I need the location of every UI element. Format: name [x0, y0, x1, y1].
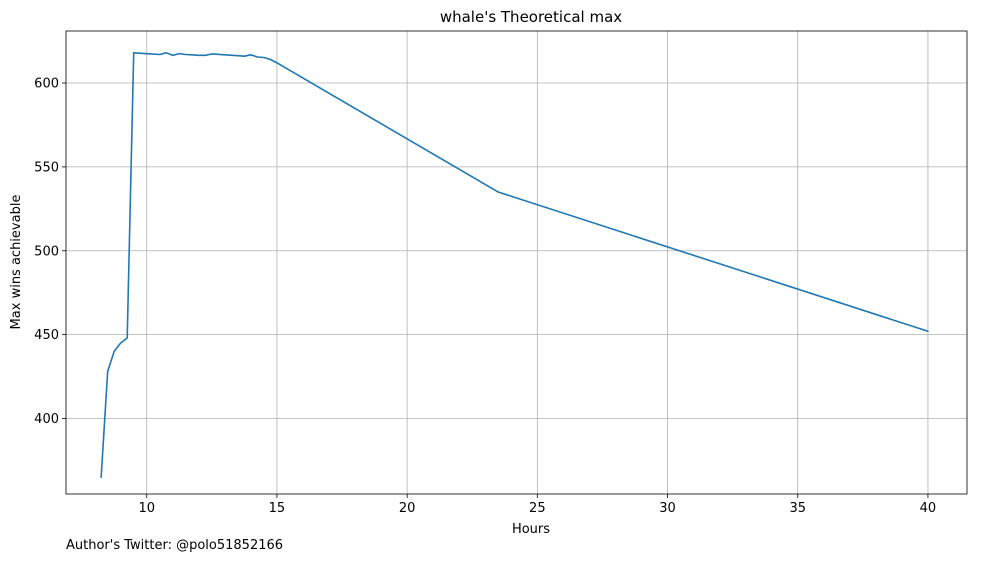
y-tick-label: 400 [34, 412, 59, 427]
x-tick-label: 25 [529, 501, 546, 516]
y-tick-label: 600 [34, 77, 59, 92]
tick-labels: 10 15 20 25 30 35 40 400 450 500 550 600 [34, 77, 936, 516]
axes [65, 30, 968, 495]
chart-title: whale's Theoretical max [440, 8, 622, 26]
series-layer [100, 52, 929, 479]
x-tick-label: 40 [920, 501, 937, 516]
y-tick-label: 500 [34, 244, 59, 259]
x-tick-label: 30 [659, 501, 676, 516]
y-axis-label: Max wins achievable [9, 195, 24, 330]
x-axis-label: Hours [512, 522, 550, 537]
x-tick-label: 35 [789, 501, 806, 516]
series-line [100, 52, 929, 479]
y-tick-label: 550 [34, 160, 59, 175]
plot-frame [65, 30, 968, 495]
author-twitter-note: Author's Twitter: @polo51852166 [66, 538, 284, 553]
y-tick-label: 450 [34, 328, 59, 343]
x-tick-label: 15 [269, 501, 286, 516]
x-tick-label: 20 [399, 501, 416, 516]
x-tick-label: 10 [138, 501, 155, 516]
grid [66, 31, 967, 494]
